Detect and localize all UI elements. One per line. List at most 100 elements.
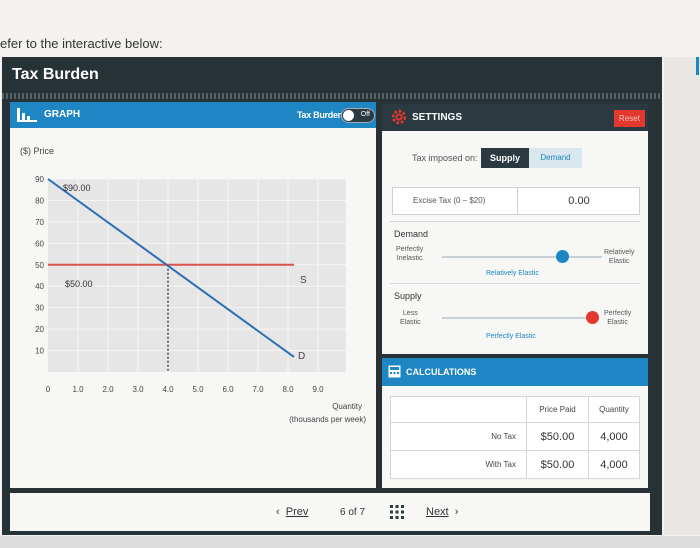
x-tick-label: 9.0 <box>312 385 324 394</box>
y-tick-label: 80 <box>35 196 44 205</box>
tax-imposed-label: Tax imposed on: <box>412 153 478 163</box>
excise-tax-input[interactable]: 0.00 <box>517 188 640 214</box>
prev-button[interactable]: ‹ Prev <box>276 506 309 518</box>
supply-section-label: Supply <box>394 291 422 301</box>
bar-chart-icon <box>17 108 37 122</box>
price-paid-header: Price Paid <box>525 396 590 423</box>
excise-tax-label: Excise Tax (0 – $20) <box>413 196 486 205</box>
supply-curve-label: S <box>300 275 307 286</box>
y-tick-label: 40 <box>35 282 44 291</box>
next-label: Next <box>426 506 449 518</box>
graph-header-label: GRAPH <box>44 109 81 120</box>
page-total: 7 <box>359 507 366 518</box>
page-edge <box>664 57 700 535</box>
x-tick-label: 6.0 <box>222 385 234 394</box>
x-tick-label: 2.0 <box>102 385 114 394</box>
supply-right-label: Perfectly Elastic <box>604 309 631 327</box>
quantity-cell: 4,000 <box>588 450 640 479</box>
row-label: No Tax <box>390 422 527 451</box>
settings-header: SETTINGS Reset <box>382 104 648 131</box>
price-paid-cell: $50.00 <box>525 450 590 479</box>
supply-option-button[interactable]: Supply <box>481 148 529 168</box>
calculations-header-label: CALCULATIONS <box>406 367 477 377</box>
pagination-bar: ‹ Prev 6 of 7 Next › <box>10 493 650 531</box>
tax-burden-toggle[interactable]: Off <box>341 108 375 123</box>
x-tick-label: 4.0 <box>162 385 174 394</box>
price-label-high: $90.00 <box>63 183 91 193</box>
supply-left-label: Less Elastic <box>400 309 421 327</box>
y-tick-label: 60 <box>35 239 44 248</box>
x-tick-label: 5.0 <box>192 385 204 394</box>
bottom-bar <box>0 536 700 548</box>
demand-right-line2: Elastic <box>608 258 630 265</box>
quantity-header: Quantity <box>588 396 640 423</box>
row-label: With Tax <box>390 450 527 479</box>
page-grid-icon[interactable] <box>390 505 404 519</box>
demand-line <box>47 178 295 358</box>
x-tick-label: 3.0 <box>132 385 144 394</box>
reset-button[interactable]: Reset <box>614 110 645 127</box>
supply-elasticity-track[interactable] <box>442 317 592 319</box>
x-tick-label: 8.0 <box>282 385 294 394</box>
calculations-table: Price Paid Quantity No Tax $50.00 4,000 … <box>390 396 640 479</box>
next-button[interactable]: Next › <box>426 506 459 518</box>
scroll-marker <box>696 57 699 75</box>
y-tick-label: 30 <box>35 304 44 313</box>
intro-text: efer to the interactive below: <box>0 36 163 51</box>
calculations-header: CALCULATIONS <box>382 358 648 386</box>
y-tick-label: 10 <box>35 347 44 356</box>
quantity-cell: 4,000 <box>588 422 640 451</box>
demand-elasticity-track[interactable] <box>442 256 602 258</box>
demand-right-line1: Relatively <box>604 249 635 256</box>
demand-current-value: Relatively Elastic <box>486 270 539 277</box>
price-quantity-chart[interactable]: ($) Price 90 80 70 60 50 40 30 20 10 0 1.0 2.0 3.0 4… <box>10 128 376 488</box>
page-indicator: 6 of 7 <box>340 507 365 518</box>
grid-lines <box>48 178 346 372</box>
prev-label: Prev <box>285 506 309 518</box>
table-row: No Tax $50.00 4,000 <box>390 422 640 451</box>
y-tick-label: 50 <box>35 261 44 270</box>
supply-elasticity-handle[interactable] <box>586 311 599 324</box>
demand-left-line2: Inelastic <box>396 255 423 262</box>
demand-elasticity-handle[interactable] <box>556 250 569 263</box>
y-tick-label: 90 <box>35 175 44 184</box>
table-header-row: Price Paid Quantity <box>390 396 640 423</box>
demand-right-label: Relatively Elastic <box>604 248 634 266</box>
plot-area <box>48 179 346 372</box>
price-paid-cell: $50.00 <box>525 422 590 451</box>
supply-right-line2: Elastic <box>607 319 628 326</box>
y-tick-label: 70 <box>35 218 44 227</box>
calculator-icon <box>388 365 401 378</box>
graph-header: GRAPH Tax Burden Off <box>10 102 376 128</box>
demand-left-line1: Perfectly <box>396 246 424 253</box>
table-corner-cell <box>390 396 527 423</box>
tax-burden-toggle-label: Tax Burden <box>297 110 343 120</box>
demand-section-label: Demand <box>394 229 429 239</box>
y-tick-label: 20 <box>35 325 44 334</box>
price-label-eq: $50.00 <box>65 279 93 289</box>
gear-icon <box>391 109 407 125</box>
divider <box>390 221 640 222</box>
x-tick-labels: 0 1.0 2.0 3.0 4.0 5.0 6.0 7.0 8.0 9.0 <box>46 385 324 394</box>
excise-tax-row: Excise Tax (0 – $20) 0.00 <box>392 187 640 215</box>
x-tick-label: 7.0 <box>252 385 264 394</box>
calculations-panel: Price Paid Quantity No Tax $50.00 4,000 … <box>382 386 648 488</box>
tax-target-selector: Supply Demand <box>481 148 582 168</box>
demand-option-button[interactable]: Demand <box>529 148 582 168</box>
toggle-state: Off <box>360 111 370 118</box>
graph-panel: ($) Price 90 80 70 60 50 40 30 20 10 0 1.0 2.0 3.0 4… <box>10 128 376 488</box>
supply-current-value: Perfectly Elastic <box>486 333 536 340</box>
x-tick-label: 1.0 <box>72 385 84 394</box>
x-axis-label-2: (thousands per week) <box>289 415 366 424</box>
x-axis-label-1: Quantity <box>332 402 362 411</box>
table-row: With Tax $50.00 4,000 <box>390 450 640 479</box>
y-tick-labels: 90 80 70 60 50 40 30 20 10 <box>35 175 44 356</box>
x-tick-label: 0 <box>46 385 51 394</box>
supply-right-line1: Perfectly <box>604 310 632 317</box>
supply-left-line1: Less <box>402 310 418 317</box>
divider <box>390 283 640 284</box>
demand-curve-label: D <box>298 351 305 362</box>
settings-header-label: SETTINGS <box>412 112 463 123</box>
y-axis-label: ($) Price <box>20 146 54 156</box>
settings-panel: Tax imposed on: Supply Demand Excise Tax… <box>382 131 648 354</box>
